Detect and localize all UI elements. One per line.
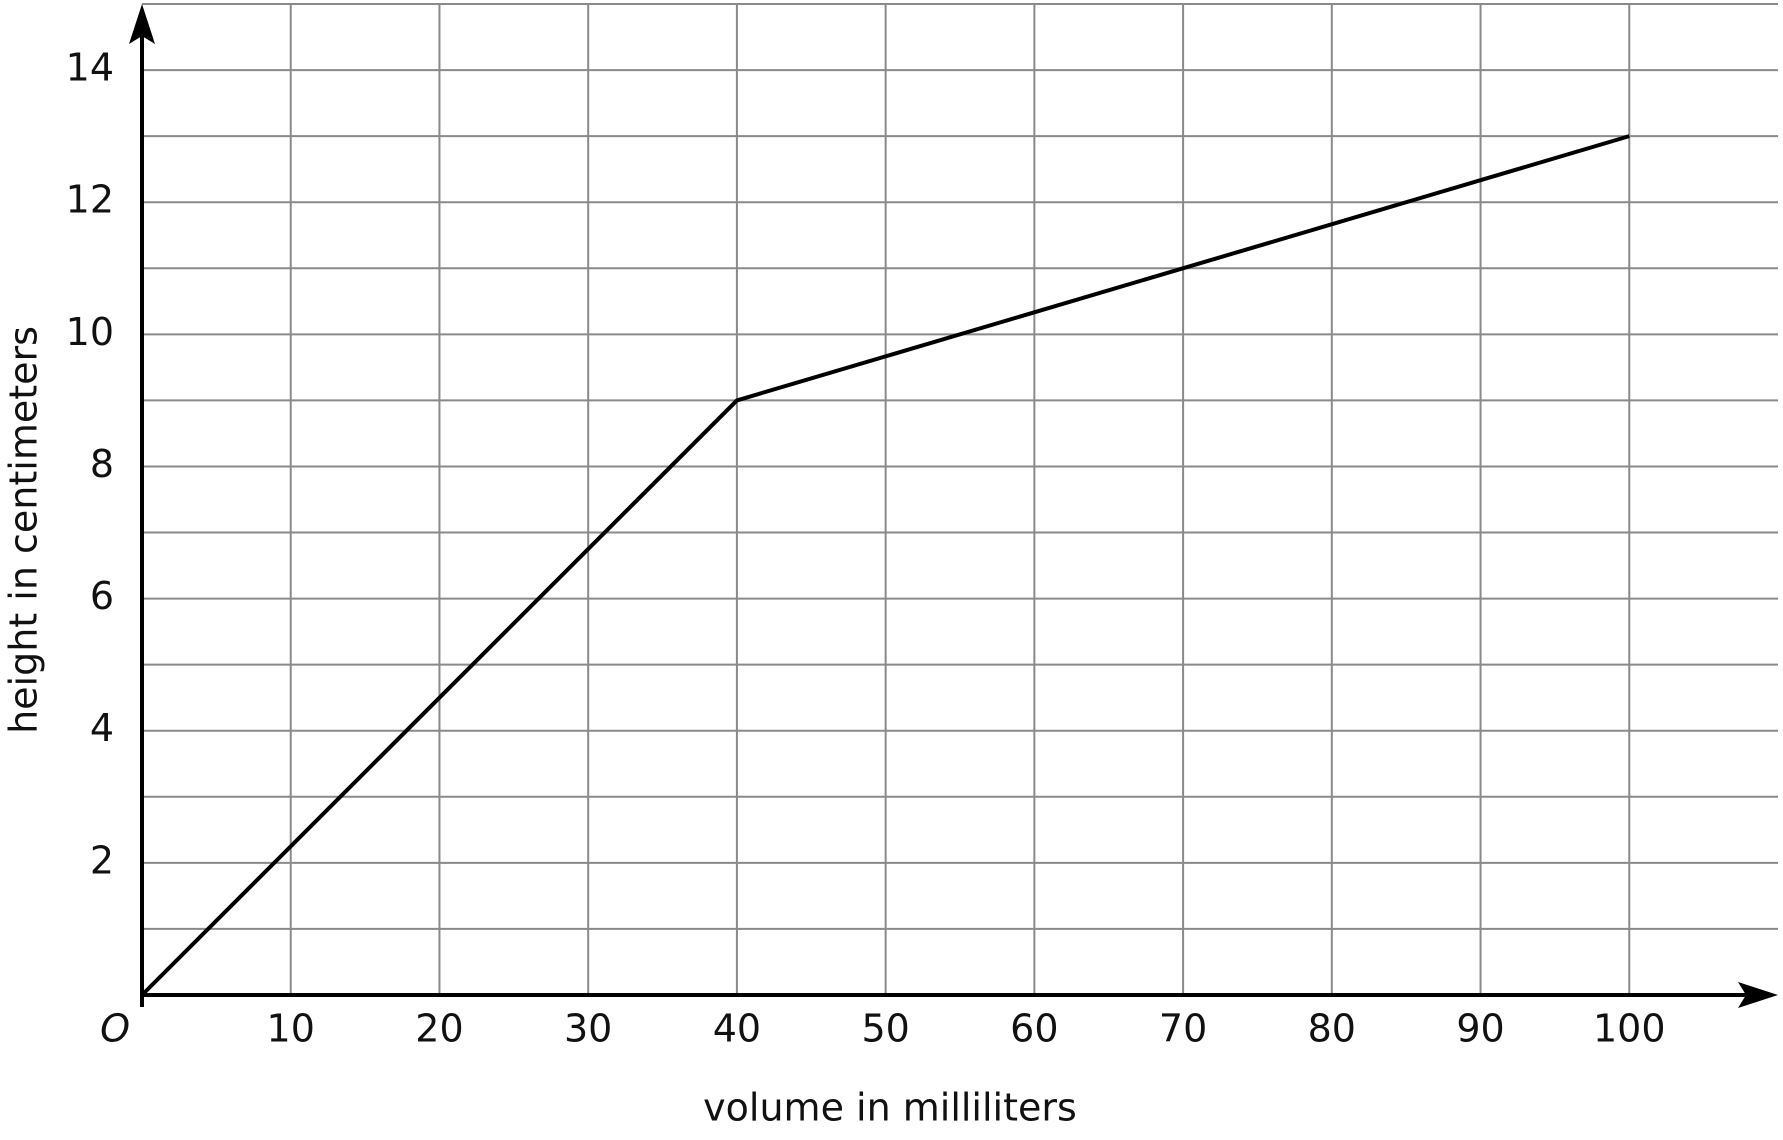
data-line	[140, 134, 1630, 997]
x-axis-title: volume in milliliters	[703, 1086, 1077, 1130]
x-tick-label: 70	[1159, 1007, 1207, 1051]
x-tick-label: 10	[267, 1007, 315, 1051]
y-tick-label: 10	[66, 310, 114, 354]
x-tick-label: 90	[1456, 1007, 1504, 1051]
x-tick-label: 20	[415, 1007, 463, 1051]
x-tick-label: 100	[1593, 1007, 1666, 1051]
x-tick-label: 30	[564, 1007, 612, 1051]
x-tick-label: 50	[861, 1007, 909, 1051]
y-tick-label: 14	[66, 46, 114, 90]
y-tick-label: 8	[90, 442, 114, 486]
x-tick-label: 60	[1010, 1007, 1058, 1051]
x-tick-label: O	[100, 1007, 130, 1051]
y-tick-label: 2	[90, 838, 114, 882]
y-tick-label: 12	[66, 178, 114, 222]
y-tick-label: 4	[90, 706, 114, 750]
y-tick-label: 6	[90, 574, 114, 618]
y-axis-arrow	[129, 4, 155, 44]
x-tick-label: 80	[1308, 1007, 1356, 1051]
y-axis-title: height in centimeters	[2, 326, 46, 734]
x-tick-label: 40	[713, 1007, 761, 1051]
x-axis-arrow	[1738, 982, 1778, 1008]
